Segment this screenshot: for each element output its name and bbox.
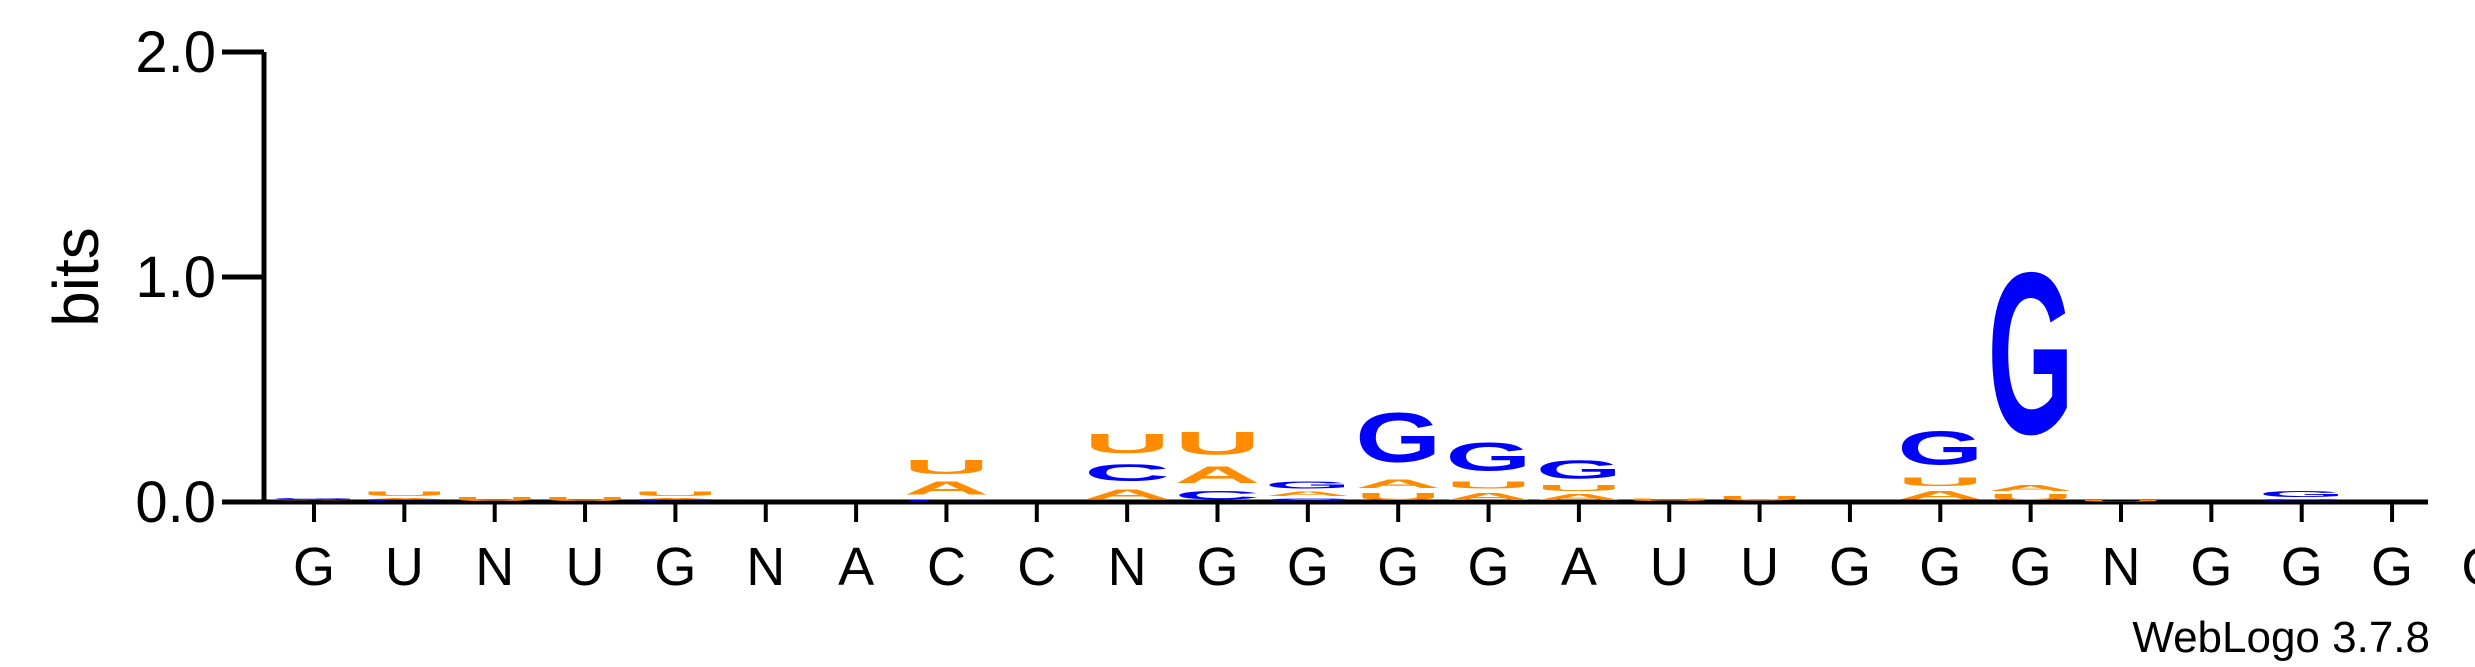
logo-letter-g: G: [1265, 479, 1351, 490]
letter-stack-14: AUG: [1446, 434, 1532, 502]
y-axis: 2.0 1.0 0.0 bits: [40, 20, 264, 535]
logo-letter-g: G: [1446, 434, 1532, 479]
x-tick-label-6: N: [746, 537, 785, 597]
logo-letter-a: A: [1988, 484, 2074, 493]
letter-stack-8: CAU: [903, 456, 989, 502]
x-tick-label-2: U: [385, 537, 424, 597]
x-tick-label-20: G: [2010, 537, 2052, 597]
letter-stack-11: CAU: [1174, 426, 1260, 502]
x-tick-label-19: G: [1919, 537, 1961, 597]
logo-letter-u: U: [1084, 428, 1170, 459]
logo-letter-u: U: [1897, 475, 1983, 489]
logo-letter-u: U: [1175, 426, 1261, 462]
logo-letter-c: C: [271, 501, 357, 502]
logo-letter-u: U: [1626, 497, 1712, 501]
letter-stack-4: U: [542, 496, 628, 502]
logo-letter-g: G: [2259, 490, 2345, 499]
logo-letter-a: A: [1355, 477, 1441, 491]
logo-letter-c: C: [1174, 488, 1260, 502]
x-tick-label-7: A: [838, 537, 874, 597]
letter-stack-19: AUG: [1897, 421, 1983, 501]
letter-stack-5: CAU: [632, 491, 718, 502]
logo-letter-a: A: [1084, 486, 1170, 502]
letter-stack-1: CAG: [271, 497, 357, 502]
x-tick-label-16: U: [1650, 537, 1689, 597]
logo-letter-a: A: [1265, 491, 1351, 498]
logo-letter-a: A: [1536, 493, 1622, 502]
logo-letter-c: C: [723, 501, 809, 502]
logo-letter-c: C: [361, 500, 447, 502]
weblogo-credit: WebLogo 3.7.8: [2132, 613, 2430, 662]
letter-stack-12: CAG: [1265, 479, 1351, 502]
letter-stack-10: ACU: [1084, 428, 1170, 502]
x-tick-label-13: G: [1377, 537, 1419, 597]
logo-letter-a: A: [632, 497, 718, 499]
x-tick-label-23: G: [2281, 537, 2323, 597]
logo-letter-a: A: [1446, 491, 1532, 502]
x-tick-label-24: G: [2371, 537, 2413, 597]
logo-letter-c: C: [1084, 459, 1170, 486]
x-tick-label-3: N: [475, 537, 514, 597]
logo-letter-u: U: [1355, 491, 1441, 502]
logo-letter-a: A: [361, 497, 447, 499]
logo-letter-c: C: [903, 499, 989, 502]
logo-letter-c: C: [632, 500, 718, 502]
letter-stack-16: U: [1626, 497, 1712, 501]
logo-letter-g: G: [1355, 398, 1441, 477]
logo-letter-u: U: [2259, 499, 2345, 500]
logo-letter-a: A: [903, 479, 989, 499]
letter-stack-21: U: [2078, 500, 2164, 502]
x-tick-label-11: G: [1196, 537, 1238, 597]
letter-stack-2: CAU: [361, 491, 447, 502]
y-tick-label-0: 0.0: [135, 470, 216, 535]
y-tick-label-2: 2.0: [135, 20, 216, 85]
x-tick-label-12: G: [1287, 537, 1329, 597]
logo-letter-c: C: [1265, 497, 1351, 501]
logo-letter-c: C: [2259, 500, 2345, 502]
y-tick-label-1: 1.0: [135, 245, 216, 310]
logo-letter-g: G: [271, 497, 357, 499]
letter-stack-20: UAG: [1988, 225, 2074, 502]
logo-letter-u: U: [542, 496, 628, 502]
logo-letter-a: A: [1174, 462, 1260, 489]
x-tick-label-25: G: [2461, 537, 2475, 597]
x-tick-label-10: N: [1108, 537, 1147, 597]
logo-letter-u: U: [2078, 500, 2164, 502]
x-tick-label-5: G: [654, 537, 696, 597]
x-tick-label-4: U: [566, 537, 605, 597]
letter-stack-23: CUG: [2259, 490, 2345, 502]
logo-letter-u: U: [1536, 484, 1622, 493]
letter-stack-13: UAG: [1355, 398, 1441, 502]
logo-letter-u: U: [903, 456, 989, 478]
x-tick-label-22: G: [2190, 537, 2232, 597]
y-axis-title: bits: [40, 227, 112, 327]
x-tick-label-17: U: [1740, 537, 1779, 597]
logo-letter-g: G: [1536, 455, 1622, 484]
x-tick-label-21: N: [2102, 537, 2141, 597]
logo-letter-u: U: [452, 496, 538, 502]
letter-stack-17: U: [1717, 495, 1803, 502]
logo-letter-u: U: [1446, 480, 1532, 491]
logo-letter-u: U: [361, 491, 447, 498]
logo-letter-u: U: [632, 491, 718, 498]
x-axis: GUNUGNACCNGGGGAUUGGGNGGGG: [264, 502, 2475, 597]
logo-letter-a: A: [1897, 488, 1983, 502]
logo-letter-a: A: [271, 500, 357, 501]
x-tick-label-8: C: [927, 537, 966, 597]
x-tick-label-9: C: [1017, 537, 1056, 597]
logo-letter-g: G: [1988, 225, 2074, 483]
letter-stack-3: U: [452, 496, 538, 502]
logo-letter-u: U: [1988, 493, 2074, 502]
letter-stack-15: AUG: [1536, 455, 1622, 502]
x-tick-label-14: G: [1468, 537, 1510, 597]
logo-letter-u: U: [1717, 495, 1803, 502]
logo-letter-g: G: [1897, 421, 1983, 475]
x-tick-label-1: G: [293, 537, 335, 597]
x-tick-label-15: A: [1561, 537, 1597, 597]
x-tick-label-18: G: [1829, 537, 1871, 597]
letter-stack-6: C: [723, 501, 809, 502]
